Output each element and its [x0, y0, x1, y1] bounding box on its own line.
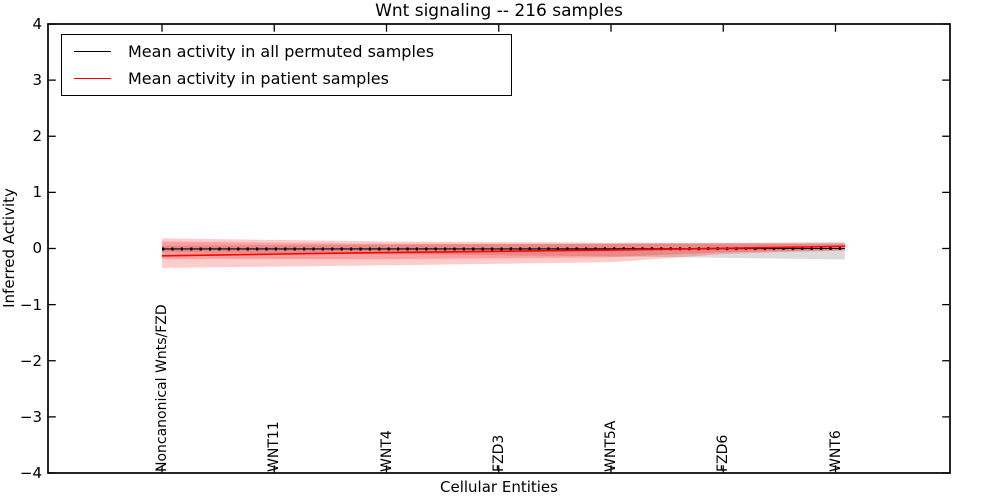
ytick-m4: −4: [19, 464, 42, 482]
xtick-fzd3: FZD3: [491, 434, 507, 472]
ytick-1: 1: [32, 183, 42, 201]
legend-line-black-icon: [74, 51, 111, 52]
xtick-wnt4: WNT4: [379, 430, 395, 472]
legend-row-permuted: Mean activity in all permuted samples: [62, 42, 511, 61]
ytick-m2: −2: [19, 352, 42, 370]
xtick-fzd6: FZD6: [715, 434, 731, 472]
xtick-wnt5a: WNT5A: [603, 420, 619, 472]
legend-row-patient: Mean activity in patient samples: [62, 69, 511, 88]
ytick-3: 3: [32, 71, 42, 89]
ytick-m3: −3: [19, 408, 42, 426]
ytick-4: 4: [32, 15, 42, 33]
legend-label-patient: Mean activity in patient samples: [128, 69, 389, 88]
ytick-2: 2: [32, 127, 42, 145]
xtick-noncanonical-wnts-fzd: Noncanonical Wnts/FZD: [154, 304, 170, 472]
xtick-wnt11: WNT11: [266, 421, 282, 472]
xtick-wnt6: WNT6: [828, 430, 844, 472]
legend: Mean activity in all permuted samples Me…: [61, 34, 512, 96]
legend-label-permuted: Mean activity in all permuted samples: [128, 42, 435, 61]
ytick-m1: −1: [19, 296, 42, 314]
x-axis-label: Cellular Entities: [440, 478, 558, 496]
chart-title: Wnt signaling -- 216 samples: [375, 1, 623, 21]
ytick-0: 0: [32, 239, 42, 257]
legend-line-red-icon: [74, 78, 111, 79]
